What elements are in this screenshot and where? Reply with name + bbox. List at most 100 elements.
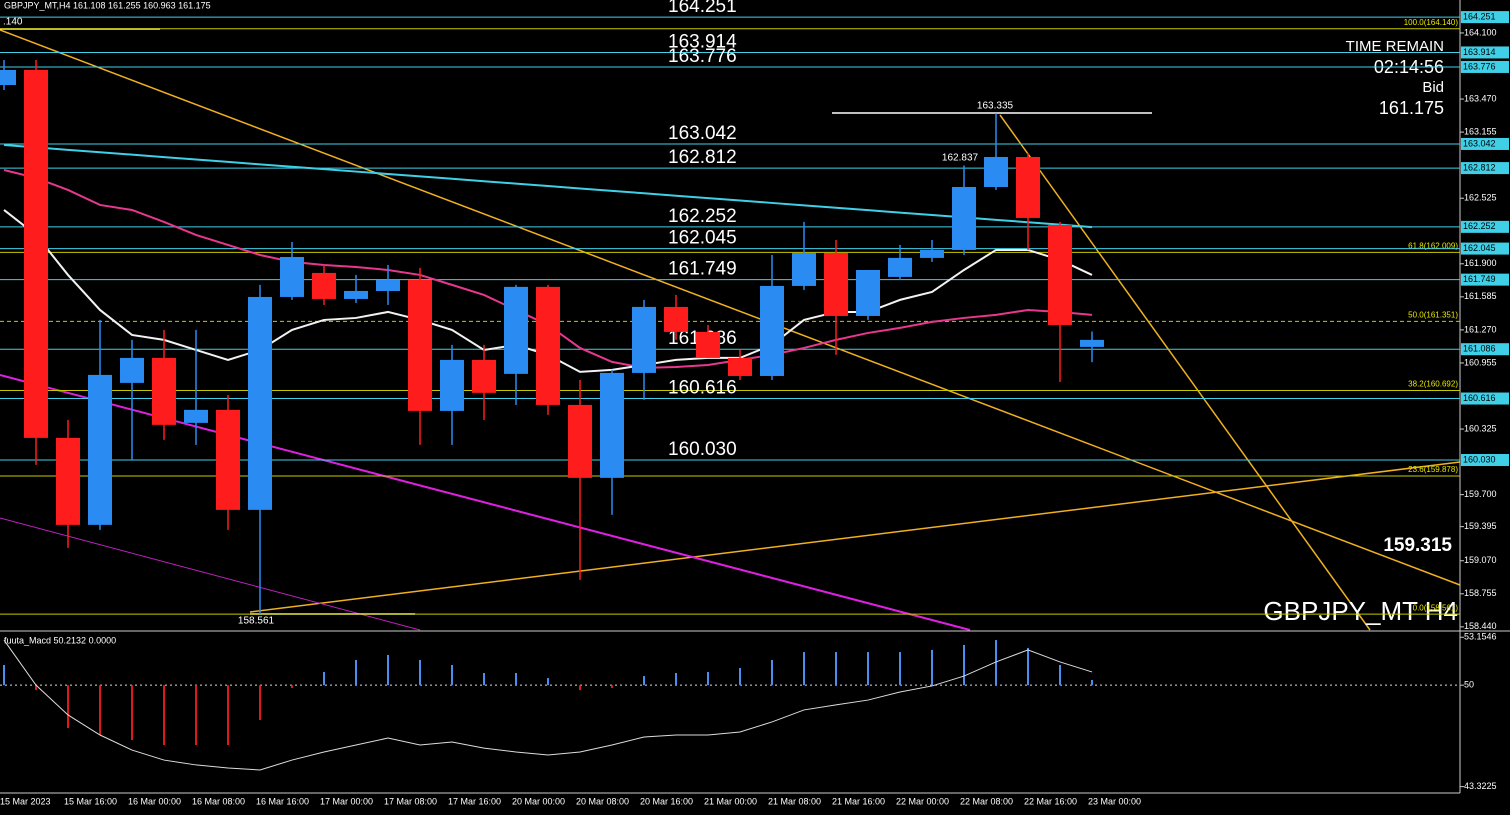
x-tick-label: 17 Mar 00:00 [320,796,373,806]
y-tick-label: 163.470 [1464,93,1497,103]
candle-body [24,69,48,438]
fib-label: 23.6(159.878) [1408,465,1458,474]
candle-body [344,290,368,299]
candle-body [216,409,240,510]
x-tick-label: 21 Mar 08:00 [768,796,821,806]
y-tick-label: 161.900 [1464,258,1497,268]
candle-body [184,409,208,423]
indicator-line [3,144,1093,229]
candle-body [56,437,80,525]
candle-body [88,374,112,525]
annotation: 158.561 [238,616,275,627]
candle-body [632,306,656,373]
level-box [1461,242,1509,255]
macd-title: fuuta_Macd 50.2132 0.0000 [4,635,116,645]
signal-line [3,639,1093,771]
x-tick-label: 15 Mar 16:00 [64,796,117,806]
y-tick-label: 161.270 [1464,324,1497,334]
level-box-label: 163.776 [1463,61,1496,71]
level-label: 163.914 [668,31,737,52]
y-tick-label: 159.070 [1464,555,1497,565]
x-tick-label: 20 Mar 00:00 [512,796,565,806]
fib-label: 100.0(164.140) [1404,18,1459,27]
level-box-label: 163.914 [1463,47,1496,57]
level-label: 162.252 [668,206,737,227]
y-tick-label: 158.440 [1464,621,1497,631]
fib-label: 0.0(158.561) [1413,603,1459,612]
bid-label: Bid [1422,79,1444,96]
level-box [1461,220,1509,233]
candle-body [504,286,528,374]
y-tick-label: 164.100 [1464,27,1497,37]
candle-body [568,404,592,478]
candle-body [952,186,976,250]
y-tick-label: 162.525 [1464,193,1497,203]
level-box [1461,162,1509,175]
candle-body [728,357,752,376]
y-tick-label: 161.585 [1464,291,1497,301]
fib-label: 61.8(162.009) [1408,241,1458,250]
x-tick-label: 20 Mar 16:00 [640,796,693,806]
candle-body [248,296,272,510]
trend-line [999,114,1371,631]
level-label: 162.045 [668,228,737,249]
level-label: 163.776 [668,46,737,67]
candle-body [664,306,688,332]
candle-body [312,272,336,299]
candle-body [152,357,176,425]
corner-label: .140 [3,17,23,28]
level-label: 160.030 [668,439,737,460]
y-tick-label: 160.955 [1464,357,1497,367]
candle-body [1080,339,1104,347]
level-box [1461,454,1509,467]
candle-body [824,252,848,316]
level-box-label: 161.086 [1463,344,1496,354]
y-tick-label: 43.3225 [1464,781,1497,791]
level-box [1461,11,1509,24]
x-tick-label: 20 Mar 08:00 [576,796,629,806]
candle-body [984,156,1008,187]
candle-body [0,69,16,85]
level-box [1461,46,1509,59]
level-label: 161.749 [668,259,737,280]
level-box-label: 162.812 [1463,162,1496,172]
candle-body [1016,156,1040,218]
level-box [1461,392,1509,405]
y-tick-label: 160.325 [1464,423,1497,433]
candle-body [696,331,720,358]
annotation: 162.837 [942,153,979,164]
y-tick-label: 50 [1464,680,1474,690]
x-tick-label: 16 Mar 00:00 [128,796,181,806]
x-tick-label: 21 Mar 00:00 [704,796,757,806]
candle-body [472,359,496,393]
y-tick-label: 163.155 [1464,126,1497,136]
x-tick-label: 22 Mar 16:00 [1024,796,1077,806]
level-box-label: 163.042 [1463,138,1496,148]
x-tick-label: 17 Mar 08:00 [384,796,437,806]
level-box [1461,343,1509,356]
annotation: 163.335 [977,101,1014,112]
x-tick-label: 15 Mar 2023 [0,796,51,806]
annotation: 159.315 [1383,535,1452,556]
watermark: GBPJPY_MT H4 [1263,596,1458,626]
candle-body [856,269,880,316]
candle-body [600,372,624,478]
candle-body [280,256,304,297]
level-box [1461,137,1509,150]
time-remain-label: TIME REMAIN [1346,38,1444,55]
x-tick-label: 17 Mar 16:00 [448,796,501,806]
fib-label: 50.0(161.351) [1408,311,1458,320]
candle-body [792,252,816,286]
trend-line [0,517,421,631]
level-box [1461,273,1509,286]
candle-body [1048,224,1072,325]
bid: 161.175 [1379,98,1444,118]
y-tick-label: 159.700 [1464,489,1497,499]
level-box-label: 160.030 [1463,454,1496,464]
level-label: 164.251 [668,0,737,17]
level-label: 160.616 [668,378,737,399]
x-tick-label: 23 Mar 00:00 [1088,796,1141,806]
x-tick-label: 16 Mar 16:00 [256,796,309,806]
candle-body [408,279,432,411]
